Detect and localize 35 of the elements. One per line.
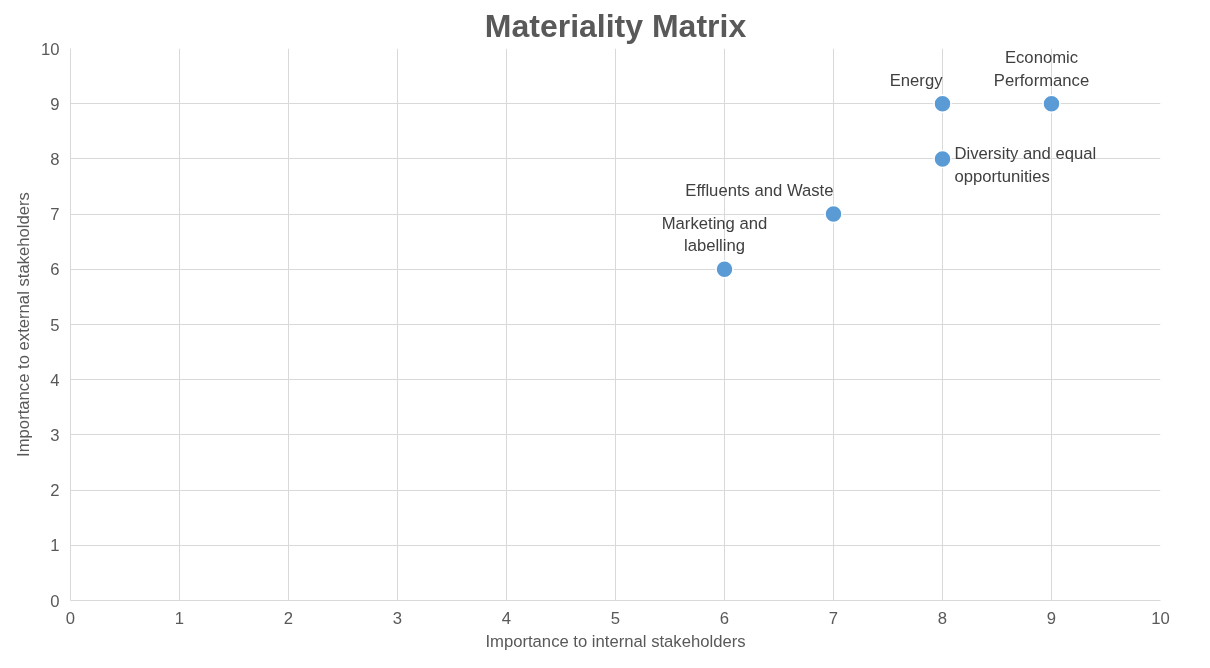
x-tick-label: 2: [283, 608, 294, 628]
y-axis-title: Importance to external stakeholders: [13, 192, 33, 457]
point: [1042, 94, 1061, 113]
x-tick-label: 3: [392, 608, 403, 628]
y-tick-label: 7: [50, 205, 60, 225]
x-axis-title: Importance to internal stakeholders: [485, 631, 746, 651]
y-tick-label: 3: [50, 425, 60, 445]
point: [933, 94, 952, 113]
y-tick-label: 6: [50, 260, 60, 280]
annotation: Energy: [889, 70, 944, 90]
x-tick-label: 8: [937, 608, 948, 628]
x-tick-label: 9: [1046, 608, 1057, 628]
annotation: Economic Performance: [993, 47, 1090, 90]
y-tick-label: 0: [50, 591, 60, 611]
y-tick-label: 2: [50, 481, 60, 501]
x-tick-label: 1: [174, 608, 185, 628]
x-tick-label: 10: [1151, 608, 1170, 628]
point: [933, 149, 952, 169]
annotation: Effluents and Waste: [685, 181, 834, 201]
x-tick-label: 4: [501, 608, 512, 628]
x-tick-label: 5: [610, 608, 621, 628]
y-tick-label: 8: [50, 149, 60, 169]
x-tick-label: 0: [65, 608, 76, 628]
y-tick-label: 9: [50, 94, 60, 114]
y-tick-label: 4: [50, 370, 60, 390]
x-tick-label: 7: [828, 608, 839, 628]
y-tick-label: 5: [50, 315, 60, 335]
point: [715, 260, 734, 279]
y-tick-label: 10: [40, 39, 60, 59]
y-tick-label: 1: [50, 536, 60, 556]
annotation: Marketing and labelling: [661, 213, 768, 256]
point: [824, 204, 843, 224]
x-tick-label: 6: [719, 608, 730, 628]
chart-title: Materiality Matrix: [484, 7, 747, 44]
annotation: Diversity and equal opportunities: [954, 144, 1097, 186]
